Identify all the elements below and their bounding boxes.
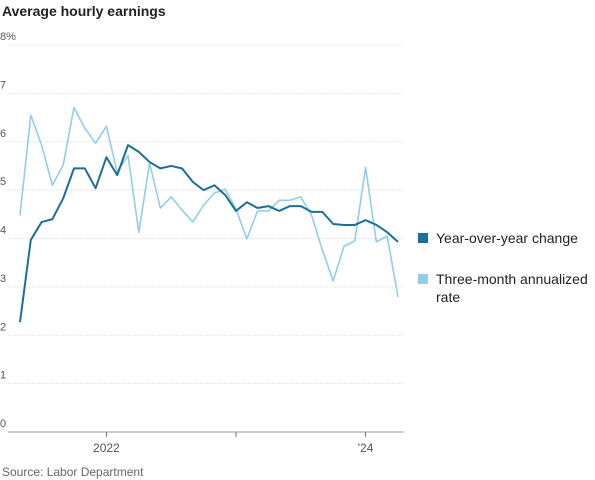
y-tick-label: 6 xyxy=(0,128,6,140)
y-tick-label: 1 xyxy=(0,370,6,382)
x-tick-label: 2022 xyxy=(93,441,120,455)
line-series xyxy=(19,144,399,323)
y-tick-label: 5 xyxy=(0,176,6,188)
y-tick-label: 7 xyxy=(0,79,6,91)
y-tick-label: 3 xyxy=(0,273,6,285)
legend-item: Year-over-year change xyxy=(418,229,593,247)
y-tick-label: 0 xyxy=(0,418,6,430)
legend-swatch xyxy=(418,233,428,243)
y-tick-label: 8% xyxy=(0,31,16,43)
chart-title: Average hourly earnings xyxy=(2,3,166,19)
source: Source: Labor Department xyxy=(2,465,144,479)
legend-swatch xyxy=(418,274,428,284)
legend-label: Three-month annualized rate xyxy=(436,271,588,305)
legend-label: Year-over-year change xyxy=(436,230,578,246)
line-series xyxy=(19,106,399,298)
x-tick-label: '24 xyxy=(358,441,374,455)
legend-item: Three-month annualized rate xyxy=(418,270,593,306)
y-tick-label: 2 xyxy=(0,321,6,333)
y-tick-label: 4 xyxy=(0,225,6,237)
